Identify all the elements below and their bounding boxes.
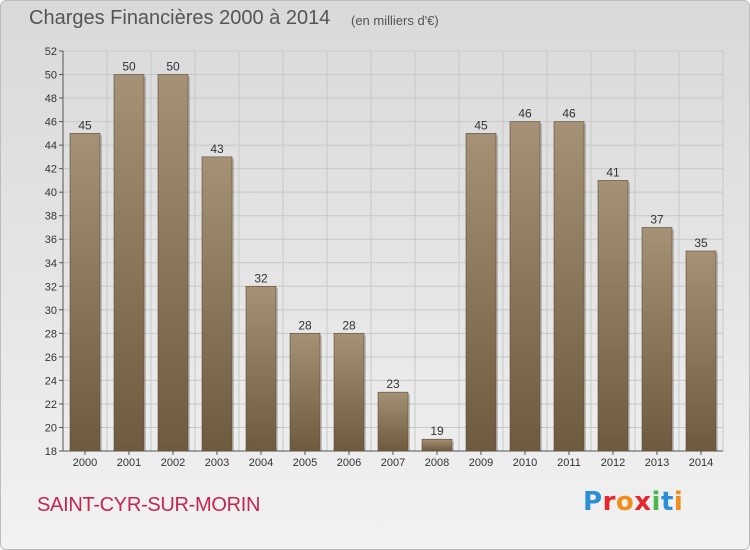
- x-tick-label: 2002: [161, 457, 185, 469]
- chart-subtitle: (en milliers d'€): [351, 13, 439, 28]
- y-tick-label: 38: [45, 211, 57, 223]
- bar-2005: [289, 333, 321, 452]
- data-label-2008: 19: [430, 424, 444, 438]
- bar-2004: [245, 285, 277, 452]
- y-tick-label: 22: [45, 399, 57, 411]
- labels: 18 20 22 24 26 28 30 32 34 36 38 40 42 44 46 48 50 52 45 20…: [45, 46, 713, 469]
- y-tick-label: 30: [45, 305, 57, 317]
- logo-letter: P: [583, 487, 603, 517]
- y-tick-label: 24: [45, 375, 57, 387]
- bar-2006: [333, 333, 365, 452]
- data-label-2013: 37: [650, 212, 664, 226]
- logo-letter: r: [602, 487, 616, 517]
- bar-2002: [157, 74, 189, 452]
- y-tick-label: 34: [45, 258, 57, 270]
- bar-2011: [553, 121, 585, 452]
- data-label-2011: 46: [562, 107, 576, 121]
- logo-letter: t: [660, 487, 674, 517]
- y-tick-label: 18: [45, 446, 57, 458]
- proxiti-logo[interactable]: Proxiti: [583, 487, 683, 517]
- data-label-2002: 50: [166, 60, 180, 74]
- chart-title: Charges Financières 2000 à 2014: [29, 7, 331, 29]
- data-label-2007: 23: [386, 377, 400, 391]
- bar-2012: [597, 180, 629, 452]
- y-tick-label: 26: [45, 352, 57, 364]
- data-label-2014: 35: [694, 236, 708, 250]
- data-label-2005: 28: [298, 318, 312, 332]
- bar-2013: [641, 227, 673, 452]
- x-tick-label: 2011: [557, 457, 581, 469]
- y-tick-label: 46: [45, 117, 57, 129]
- data-label-2004: 32: [254, 271, 268, 285]
- x-tick-label: 2014: [689, 457, 713, 469]
- data-label-2010: 46: [518, 107, 532, 121]
- y-tick-label: 48: [45, 93, 57, 105]
- bar-2000: [69, 133, 101, 452]
- commune-name: SAINT-CYR-SUR-MORIN: [37, 494, 261, 516]
- y-tick-label: 52: [45, 46, 57, 58]
- y-tick-label: 20: [45, 422, 57, 434]
- bars: [69, 74, 718, 452]
- y-tick-label: 42: [45, 164, 57, 176]
- x-tick-label: 2005: [293, 457, 317, 469]
- logo-letter: x: [634, 487, 652, 517]
- x-tick-label: 2006: [337, 457, 361, 469]
- bar-2010: [509, 121, 541, 452]
- bar-2007: [377, 391, 409, 452]
- bar-2014: [685, 250, 717, 452]
- logo-letter: i: [673, 487, 684, 517]
- x-tick-label: 2009: [469, 457, 493, 469]
- bar-2008: [421, 438, 453, 452]
- x-tick-label: 2012: [601, 457, 625, 469]
- x-tick-label: 2013: [645, 457, 669, 469]
- x-tick-label: 2003: [205, 457, 229, 469]
- bar-2009: [465, 133, 497, 452]
- x-tick-label: 2007: [381, 457, 405, 469]
- data-label-2006: 28: [342, 318, 356, 332]
- x-tick-label: 2008: [425, 457, 449, 469]
- data-label-2003: 43: [210, 142, 224, 156]
- logo-letter: i: [651, 487, 661, 517]
- x-tick-label: 2000: [73, 457, 97, 469]
- y-tick-label: 32: [45, 281, 57, 293]
- logo-letter: o: [615, 487, 635, 517]
- y-tick-label: 44: [45, 140, 57, 152]
- x-tick-label: 2001: [117, 457, 141, 469]
- bar-2001: [113, 74, 145, 452]
- x-tick-label: 2004: [249, 457, 273, 469]
- y-tick-label: 36: [45, 234, 57, 246]
- data-label-2001: 50: [122, 60, 136, 74]
- x-tick-label: 2010: [513, 457, 537, 469]
- y-tick-label: 50: [45, 70, 57, 82]
- data-label-2009: 45: [474, 118, 488, 132]
- data-label-2000: 45: [78, 118, 92, 132]
- data-label-2012: 41: [606, 165, 620, 179]
- y-tick-label: 28: [45, 328, 57, 340]
- y-tick-label: 40: [45, 187, 57, 199]
- bar-2003: [201, 156, 233, 452]
